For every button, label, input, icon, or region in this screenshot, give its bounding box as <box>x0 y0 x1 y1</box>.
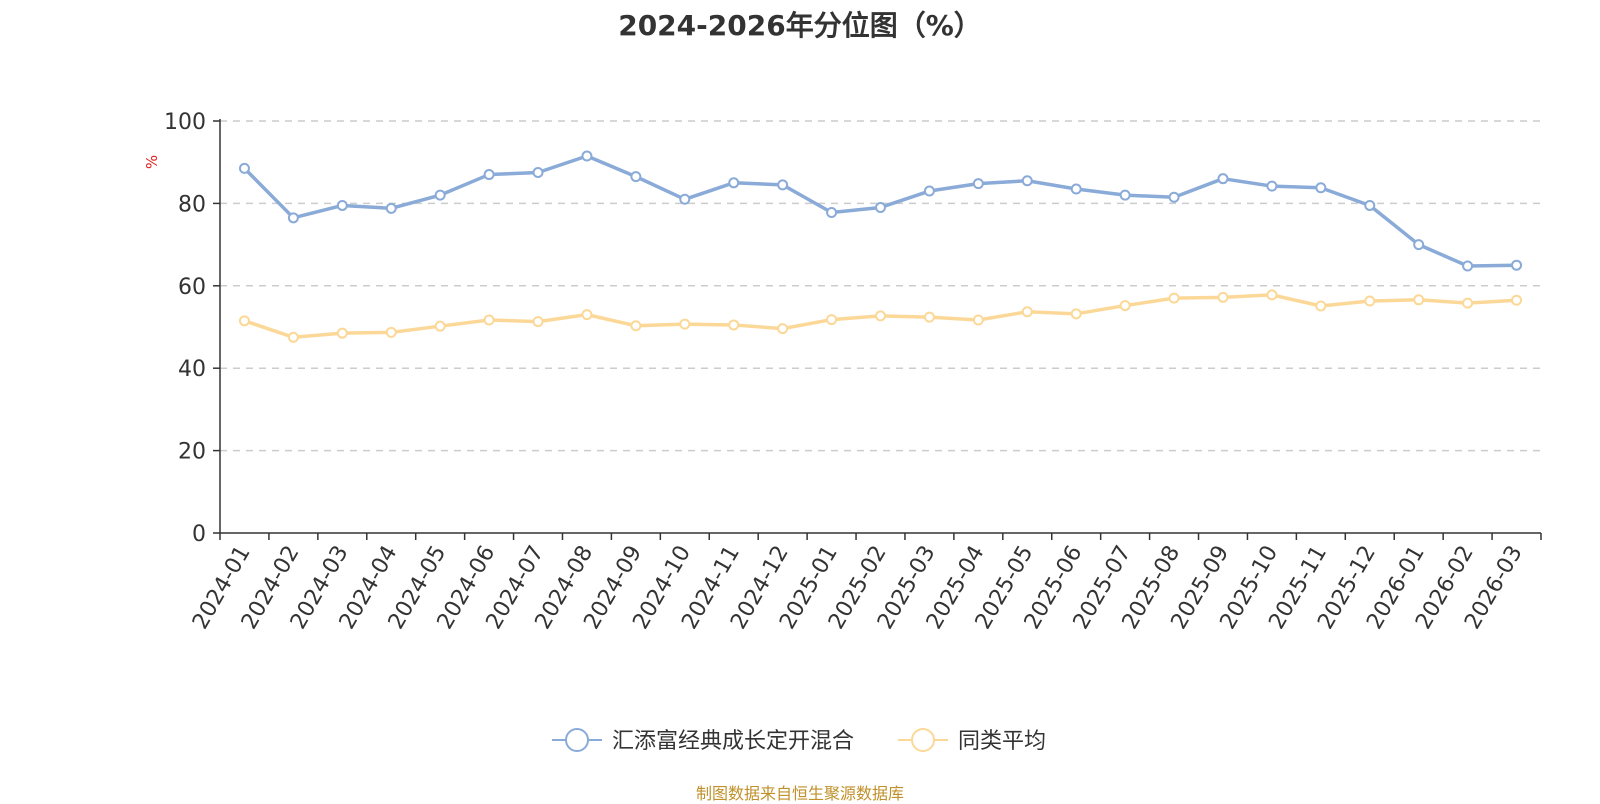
data-point <box>1462 297 1474 309</box>
data-point <box>1021 306 1033 318</box>
legend[interactable]: 汇添富经典成长定开混合 同类平均 <box>552 728 1046 754</box>
data-point <box>972 178 984 190</box>
y-tick-label: 100 <box>164 110 206 135</box>
data-point <box>1413 294 1425 306</box>
data-point <box>923 185 935 197</box>
source-note: 制图数据来自恒生聚源数据库 <box>695 784 904 803</box>
legend-label: 同类平均 <box>958 729 1046 754</box>
data-point <box>875 310 886 322</box>
data-point <box>238 162 250 174</box>
legend-item-2[interactable]: 同类平均 <box>898 728 1046 754</box>
data-point <box>777 323 789 335</box>
axes: 0204060801002024-012024-022024-032024-04… <box>164 110 1542 634</box>
data-point <box>972 314 984 326</box>
data-point <box>679 193 691 205</box>
data-point <box>1168 292 1180 304</box>
data-point <box>385 326 397 338</box>
y-tick-label: 20 <box>178 440 206 465</box>
data-point <box>336 199 348 211</box>
y-tick-label: 80 <box>178 192 206 217</box>
data-point <box>875 202 886 214</box>
data-point <box>287 212 299 224</box>
data-point <box>483 314 495 326</box>
data-point <box>1070 308 1082 320</box>
legend-marker <box>911 728 935 752</box>
data-point <box>630 320 642 332</box>
data-point <box>532 316 544 328</box>
data-point <box>581 309 593 321</box>
grid-lines <box>220 120 1541 452</box>
data-point <box>1021 175 1033 187</box>
legend-label: 汇添富经典成长定开混合 <box>612 729 854 754</box>
legend-marker <box>565 728 589 752</box>
data-point <box>826 206 838 218</box>
data-point <box>1511 294 1523 306</box>
data-point <box>826 314 838 326</box>
y-tick-label: 0 <box>192 522 206 547</box>
data-point <box>532 167 544 178</box>
data-point <box>1119 300 1131 312</box>
data-point <box>728 319 740 331</box>
data-point <box>679 318 691 330</box>
y-tick-label: 60 <box>178 275 206 300</box>
data-point <box>1462 260 1474 272</box>
data-point <box>434 189 446 201</box>
data-point <box>1168 191 1180 203</box>
data-point <box>1070 183 1082 195</box>
data-point <box>1315 182 1327 194</box>
series-2 <box>238 289 1523 343</box>
data-point <box>1266 289 1278 301</box>
data-point <box>385 202 397 214</box>
y-axis-label: % <box>143 155 161 169</box>
data-point <box>336 327 348 339</box>
data-point <box>1266 180 1278 192</box>
legend-item-1[interactable]: 汇添富经典成长定开混合 <box>552 728 854 754</box>
series-lines <box>238 150 1523 343</box>
data-point <box>287 331 299 343</box>
data-point <box>923 311 935 323</box>
data-point <box>1511 259 1523 271</box>
data-point <box>1364 295 1376 307</box>
data-point <box>630 171 642 183</box>
data-point <box>1413 239 1425 251</box>
data-point <box>1315 300 1327 312</box>
chart-title: 2024-2026年分位图（%） <box>618 9 982 42</box>
data-point <box>777 179 789 191</box>
data-point <box>238 315 250 327</box>
data-point <box>434 320 446 332</box>
data-point <box>1217 173 1229 185</box>
data-point <box>728 177 740 189</box>
data-point <box>581 150 593 162</box>
series-1 <box>238 150 1523 272</box>
data-point <box>1217 291 1229 303</box>
y-tick-label: 40 <box>178 357 206 382</box>
data-point <box>1119 189 1131 201</box>
data-point <box>1364 199 1376 211</box>
data-point <box>483 169 495 181</box>
